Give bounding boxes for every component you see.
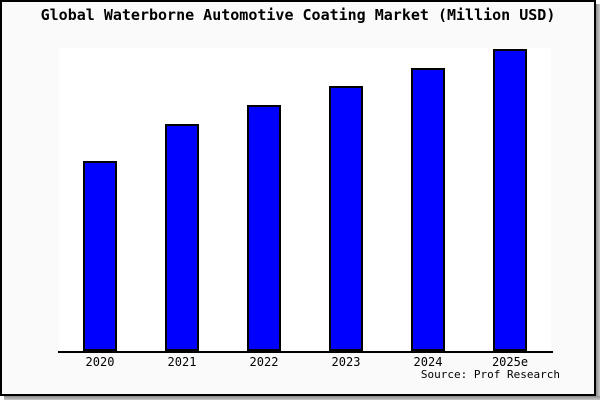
x-tick-label-2022: 2022 bbox=[249, 355, 279, 369]
bar-2025e bbox=[493, 49, 527, 351]
bar-2024 bbox=[411, 68, 445, 351]
bar-2020 bbox=[83, 161, 117, 351]
x-axis-line bbox=[58, 351, 553, 353]
chart-title: Global Waterborne Automotive Coating Mar… bbox=[40, 6, 556, 24]
x-tick-label-2021: 2021 bbox=[167, 355, 197, 369]
x-tick-label-2023: 2023 bbox=[331, 355, 361, 369]
x-tick-label-2020: 2020 bbox=[85, 355, 115, 369]
bar-2021 bbox=[165, 124, 199, 351]
x-tick-label-2024: 2024 bbox=[413, 355, 443, 369]
x-tick-label-2025e: 2025e bbox=[491, 355, 529, 369]
source-credit: Source: Prof Research bbox=[420, 368, 560, 381]
plot-area bbox=[59, 48, 551, 351]
frame-shadow-bottom bbox=[4, 396, 600, 400]
bar-2022 bbox=[247, 105, 281, 351]
frame-shadow-right bbox=[596, 4, 600, 400]
bar-2023 bbox=[329, 86, 363, 351]
